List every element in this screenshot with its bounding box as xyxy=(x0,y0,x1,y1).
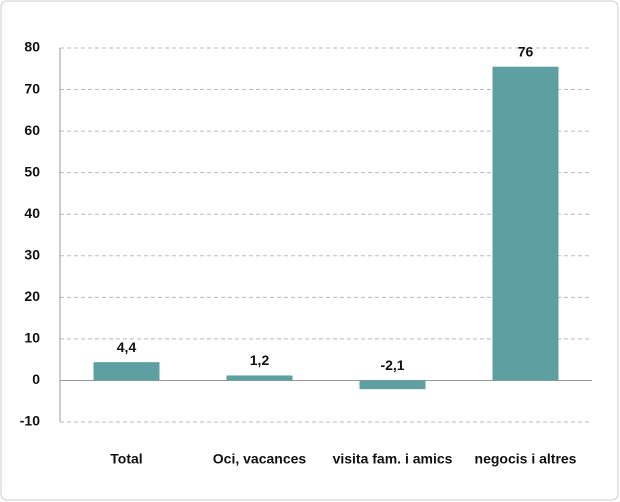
y-tick-label: 50 xyxy=(24,163,40,179)
y-tick-label: 70 xyxy=(24,80,40,96)
y-tick-label: 20 xyxy=(24,288,40,304)
bar xyxy=(93,362,160,381)
value-label: 4,4 xyxy=(117,339,137,355)
y-tick-label: 0 xyxy=(32,371,40,387)
y-tick-label: 60 xyxy=(24,122,40,138)
y-tick-label: 80 xyxy=(24,39,40,55)
x-tick-label: visita fam. i amics xyxy=(333,451,453,467)
value-label: -2,1 xyxy=(380,357,404,373)
y-tick-label: 40 xyxy=(24,205,40,221)
bar xyxy=(492,66,559,381)
y-tick-label: -10 xyxy=(20,413,40,429)
bar xyxy=(226,375,293,381)
x-tick-label: negocis i altres xyxy=(475,451,577,467)
y-tick-label: 10 xyxy=(24,330,40,346)
value-label: 76 xyxy=(518,43,534,59)
bar xyxy=(359,380,426,390)
x-tick-label: Total xyxy=(110,451,142,467)
value-label: 1,2 xyxy=(250,352,270,368)
x-tick-label: Oci, vacances xyxy=(213,451,307,467)
y-tick-label: 30 xyxy=(24,246,40,262)
